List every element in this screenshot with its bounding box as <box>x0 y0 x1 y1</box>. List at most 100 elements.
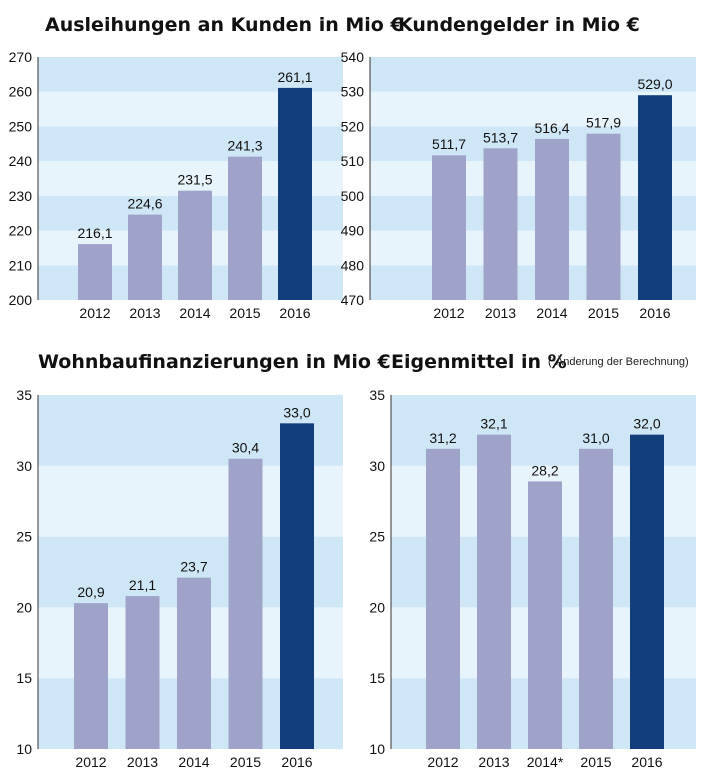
y-tick-label: 260 <box>9 84 33 100</box>
grid-band <box>38 57 343 92</box>
y-tick-label: 250 <box>9 118 33 134</box>
data-label: 231,5 <box>177 172 212 188</box>
y-tick-label: 35 <box>16 387 32 403</box>
bar <box>426 448 460 749</box>
y-tick-label: 490 <box>341 223 365 239</box>
bar <box>483 148 518 300</box>
y-tick-label: 10 <box>16 741 32 757</box>
x-tick-label: 2015 <box>229 305 260 321</box>
x-tick-label: 2016 <box>639 305 670 321</box>
chart-title: Kundengelder in Mio € <box>398 14 640 36</box>
data-label: 261,1 <box>277 69 312 85</box>
y-tick-label: 35 <box>369 387 385 403</box>
x-tick-label: 2016 <box>281 754 312 770</box>
x-tick-label: 2012 <box>79 305 110 321</box>
y-tick-label: 25 <box>16 529 32 545</box>
y-tick-label: 20 <box>369 599 385 615</box>
data-label: 32,0 <box>633 416 660 432</box>
bar <box>125 596 160 749</box>
y-tick-label: 30 <box>16 458 32 474</box>
bar <box>280 423 314 749</box>
x-tick-label: 2012 <box>427 754 458 770</box>
y-tick-label: 20 <box>16 599 32 615</box>
x-tick-label: 2013 <box>127 754 158 770</box>
bar <box>586 133 621 300</box>
bar <box>528 481 562 749</box>
x-tick-label: 2012 <box>433 305 464 321</box>
x-tick-label: 2014 <box>178 754 209 770</box>
bar <box>477 434 511 749</box>
y-tick-label: 510 <box>341 153 365 169</box>
data-label: 516,4 <box>534 120 569 136</box>
data-label: 32,1 <box>480 416 507 432</box>
data-label: 33,0 <box>283 404 310 420</box>
bar <box>178 190 212 300</box>
data-label: 31,0 <box>582 430 609 446</box>
chart-title: Wohnbaufinanzierungen in Mio € <box>38 351 391 373</box>
y-tick-label: 15 <box>369 670 385 686</box>
y-tick-label: 470 <box>341 292 365 308</box>
data-label: 23,7 <box>180 559 207 575</box>
x-tick-label: 2014* <box>527 754 564 770</box>
x-tick-label: 2014 <box>179 305 210 321</box>
chart-title: Ausleihungen an Kunden in Mio € <box>45 14 404 36</box>
data-label: 30,4 <box>232 440 259 456</box>
y-tick-label: 480 <box>341 257 365 273</box>
data-label: 31,2 <box>429 430 456 446</box>
chart-title: Eigenmittel in % <box>391 351 567 373</box>
bar <box>630 434 664 749</box>
bar <box>432 155 466 300</box>
bar <box>177 577 211 749</box>
x-tick-label: 2015 <box>588 305 619 321</box>
x-tick-label: 2015 <box>580 754 611 770</box>
x-tick-label: 2015 <box>230 754 261 770</box>
bar <box>128 214 162 300</box>
bar <box>228 156 262 300</box>
x-tick-label: 2014 <box>536 305 567 321</box>
grid-band <box>370 57 696 92</box>
bar <box>278 87 312 300</box>
data-label: 224,6 <box>127 196 162 212</box>
data-label: 513,7 <box>483 129 518 145</box>
data-label: 20,9 <box>77 584 104 600</box>
bar <box>74 603 108 749</box>
x-tick-label: 2012 <box>75 754 106 770</box>
x-tick-label: 2016 <box>279 305 310 321</box>
y-tick-label: 220 <box>9 223 33 239</box>
data-label: 28,2 <box>531 462 558 478</box>
x-tick-label: 2013 <box>129 305 160 321</box>
bar <box>535 138 569 300</box>
y-tick-label: 210 <box>9 257 33 273</box>
y-tick-label: 10 <box>369 741 385 757</box>
y-tick-label: 500 <box>341 188 365 204</box>
data-label: 529,0 <box>637 76 672 92</box>
y-tick-label: 540 <box>341 49 365 65</box>
x-tick-label: 2016 <box>631 754 662 770</box>
y-tick-label: 530 <box>341 84 365 100</box>
bar <box>638 95 672 300</box>
y-tick-label: 200 <box>9 292 33 308</box>
x-tick-label: 2013 <box>485 305 516 321</box>
y-tick-label: 230 <box>9 188 33 204</box>
y-tick-label: 270 <box>9 49 33 65</box>
data-label: 517,9 <box>586 115 621 131</box>
chart-note: (*Änderung der Berechnung) <box>548 356 689 368</box>
y-tick-label: 15 <box>16 670 32 686</box>
y-tick-label: 25 <box>369 529 385 545</box>
x-tick-label: 2013 <box>478 754 509 770</box>
y-tick-label: 520 <box>341 118 365 134</box>
data-label: 511,7 <box>432 136 466 152</box>
data-label: 241,3 <box>227 138 262 154</box>
bar <box>228 458 263 749</box>
bar <box>78 244 112 300</box>
data-label: 216,1 <box>77 225 112 241</box>
y-tick-label: 240 <box>9 153 33 169</box>
bar <box>579 448 613 749</box>
y-tick-label: 30 <box>369 458 385 474</box>
data-label: 21,1 <box>129 577 156 593</box>
